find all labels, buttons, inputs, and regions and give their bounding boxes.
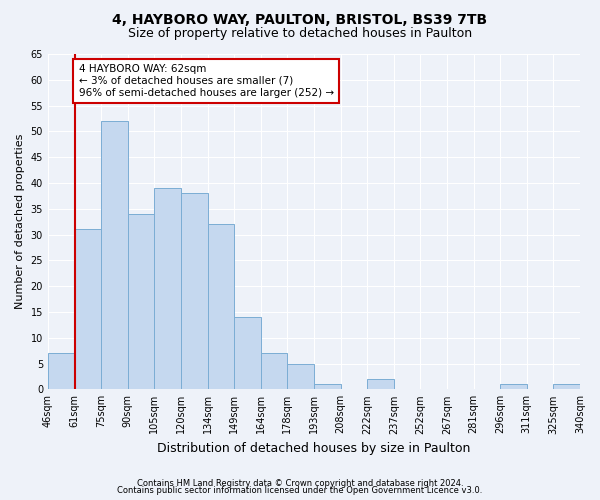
Bar bbox=[553, 384, 580, 390]
Bar bbox=[74, 230, 101, 390]
Bar bbox=[154, 188, 181, 390]
Bar bbox=[181, 194, 208, 390]
Y-axis label: Number of detached properties: Number of detached properties bbox=[15, 134, 25, 310]
Bar bbox=[234, 317, 261, 390]
Text: Contains public sector information licensed under the Open Government Licence v3: Contains public sector information licen… bbox=[118, 486, 482, 495]
Bar bbox=[48, 353, 74, 390]
Bar bbox=[314, 384, 341, 390]
Text: Size of property relative to detached houses in Paulton: Size of property relative to detached ho… bbox=[128, 28, 472, 40]
Text: 4 HAYBORO WAY: 62sqm
← 3% of detached houses are smaller (7)
96% of semi-detache: 4 HAYBORO WAY: 62sqm ← 3% of detached ho… bbox=[79, 64, 334, 98]
Bar bbox=[261, 353, 287, 390]
Bar bbox=[367, 379, 394, 390]
Text: Contains HM Land Registry data © Crown copyright and database right 2024.: Contains HM Land Registry data © Crown c… bbox=[137, 478, 463, 488]
Bar bbox=[287, 364, 314, 390]
Bar bbox=[101, 121, 128, 390]
Bar bbox=[500, 384, 527, 390]
Text: 4, HAYBORO WAY, PAULTON, BRISTOL, BS39 7TB: 4, HAYBORO WAY, PAULTON, BRISTOL, BS39 7… bbox=[112, 12, 488, 26]
Bar bbox=[208, 224, 234, 390]
Bar bbox=[128, 214, 154, 390]
X-axis label: Distribution of detached houses by size in Paulton: Distribution of detached houses by size … bbox=[157, 442, 470, 455]
